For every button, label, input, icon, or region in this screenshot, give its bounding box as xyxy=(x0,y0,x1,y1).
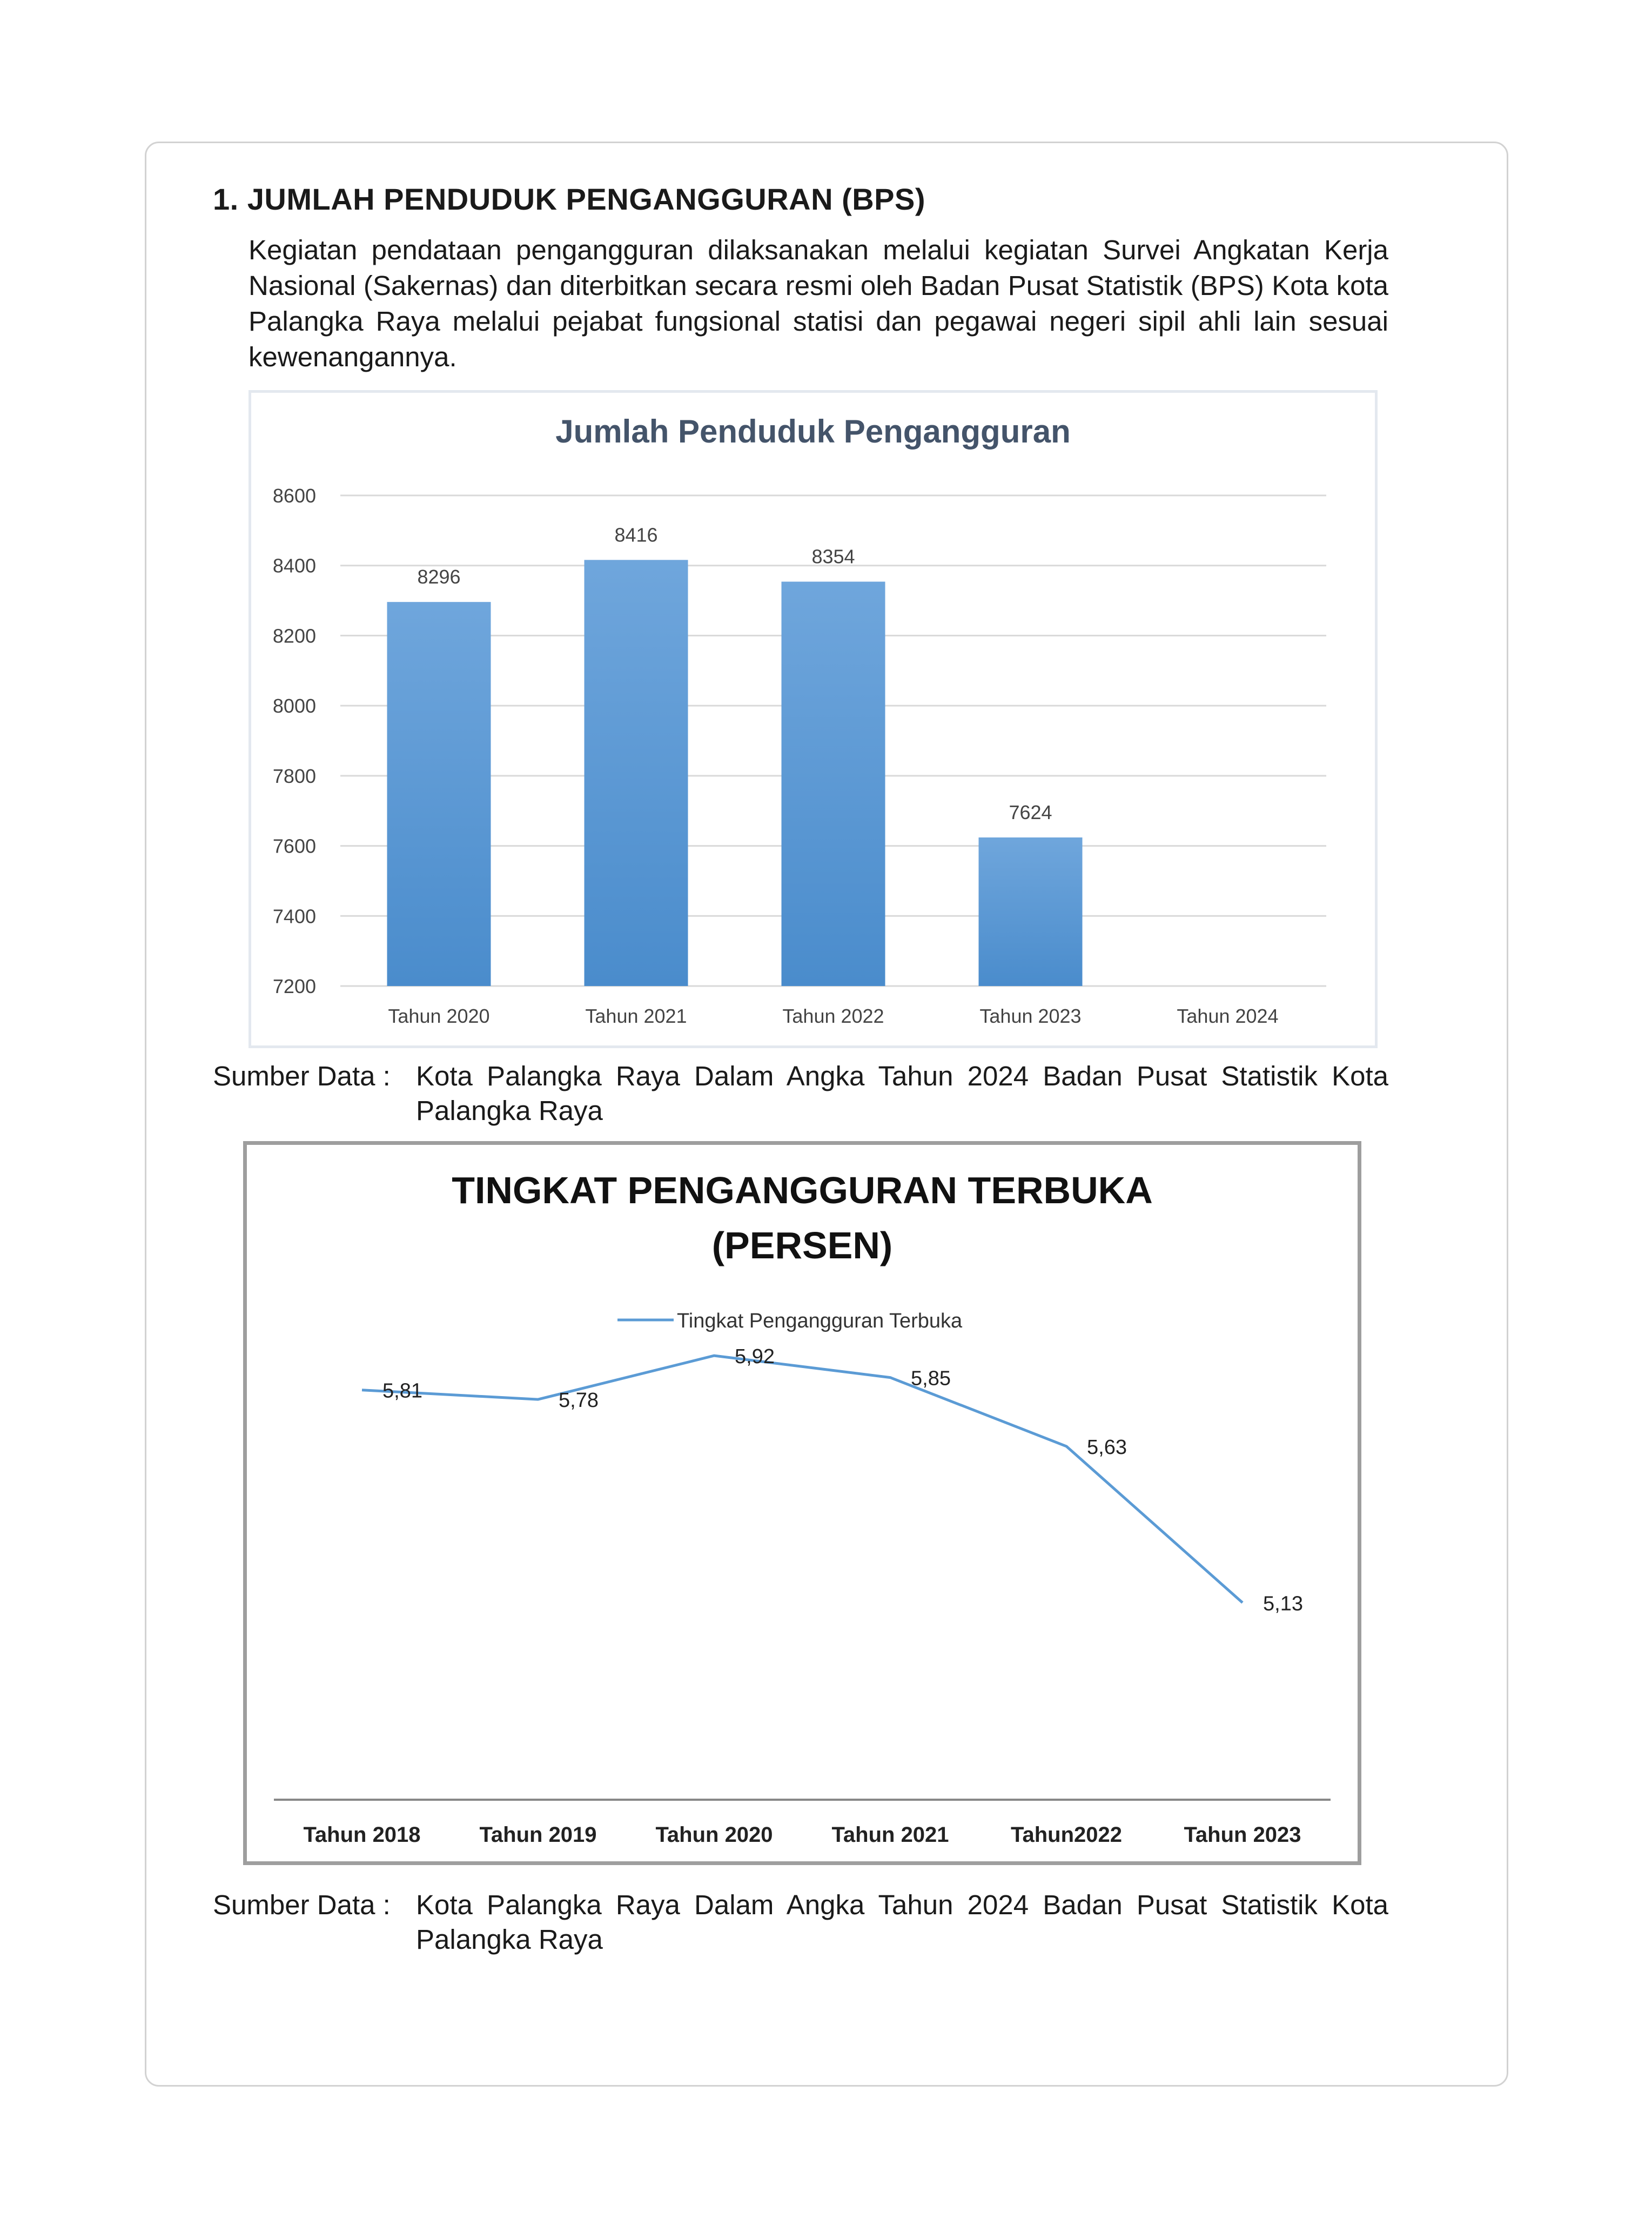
y-tick-label: 8000 xyxy=(273,695,316,717)
source-text: Kota Palangka Raya Dalam Angka Tahun 202… xyxy=(416,1061,1388,1126)
chart-title-line2: (PERSEN) xyxy=(712,1224,892,1266)
y-tick-label: 7800 xyxy=(273,765,316,787)
y-tick-label: 8200 xyxy=(273,625,316,647)
y-tick-label: 8600 xyxy=(273,485,316,507)
chart-title: Jumlah Penduduk Pengangguran xyxy=(555,413,1070,450)
bar-chart-container: Jumlah Penduduk Pengangguran 7200 7400 760… xyxy=(249,390,1378,1048)
source-label: Sumber Data : xyxy=(213,1061,391,1091)
data-label: 5,85 xyxy=(911,1367,951,1390)
x-tick-label: Tahun 2020 xyxy=(388,1005,489,1027)
x-tick-label: Tahun 2024 xyxy=(1177,1005,1278,1027)
chart-title-line1: TINGKAT PENGANGGURAN TERBUKA xyxy=(452,1169,1153,1211)
x-tick-label: Tahun 2019 xyxy=(479,1823,596,1847)
y-tick-label: 7400 xyxy=(273,905,316,927)
y-tick-label: 7600 xyxy=(273,835,316,857)
data-label: 5,81 xyxy=(382,1380,422,1403)
x-tick-label: Tahun 2021 xyxy=(831,1823,949,1847)
data-label: 5,78 xyxy=(559,1389,599,1412)
x-tick-label: Tahun 2018 xyxy=(303,1823,420,1847)
x-tick-label: Tahun 2022 xyxy=(782,1005,884,1027)
data-label: 8296 xyxy=(417,566,460,588)
source-label: Sumber Data : xyxy=(213,1889,391,1920)
x-tick-label: Tahun 2023 xyxy=(979,1005,1081,1027)
bar-chart: Jumlah Penduduk Pengangguran 7200 7400 760… xyxy=(273,413,1326,1027)
bar xyxy=(584,560,688,986)
section-heading: 1. JUMLAH PENDUDUK PENGANGGURAN (BPS) xyxy=(213,182,926,216)
data-label: 8354 xyxy=(811,546,855,568)
data-label: 8416 xyxy=(614,524,657,546)
x-tick-label: Tahun 2021 xyxy=(585,1005,687,1027)
data-label: 5,92 xyxy=(735,1345,775,1368)
y-tick-label: 8400 xyxy=(273,555,316,577)
section-paragraph: Kegiatan pendataan pengangguran dilaksan… xyxy=(249,234,1388,372)
legend-label: Tingkat Pengangguran Terbuka xyxy=(677,1310,963,1332)
line-chart-container: TINGKAT PENGANGGURAN TERBUKA (PERSEN) Ti… xyxy=(243,1141,1361,1865)
data-label: 5,63 xyxy=(1087,1436,1127,1459)
line-chart: TINGKAT PENGANGGURAN TERBUKA (PERSEN) Ti… xyxy=(274,1169,1331,1847)
x-tick-label: Tahun 2023 xyxy=(1184,1823,1301,1847)
bar xyxy=(387,602,491,986)
x-tick-label: Tahun 2020 xyxy=(655,1823,773,1847)
bar xyxy=(781,581,885,986)
data-label: 5,13 xyxy=(1263,1592,1303,1615)
bar xyxy=(978,837,1083,986)
x-tick-label: Tahun2022 xyxy=(1011,1823,1122,1847)
series-line xyxy=(361,1354,1244,1604)
source-text: Kota Palangka Raya Dalam Angka Tahun 202… xyxy=(416,1889,1388,1955)
y-tick-label: 7200 xyxy=(273,975,316,997)
data-label: 7624 xyxy=(1009,801,1052,823)
